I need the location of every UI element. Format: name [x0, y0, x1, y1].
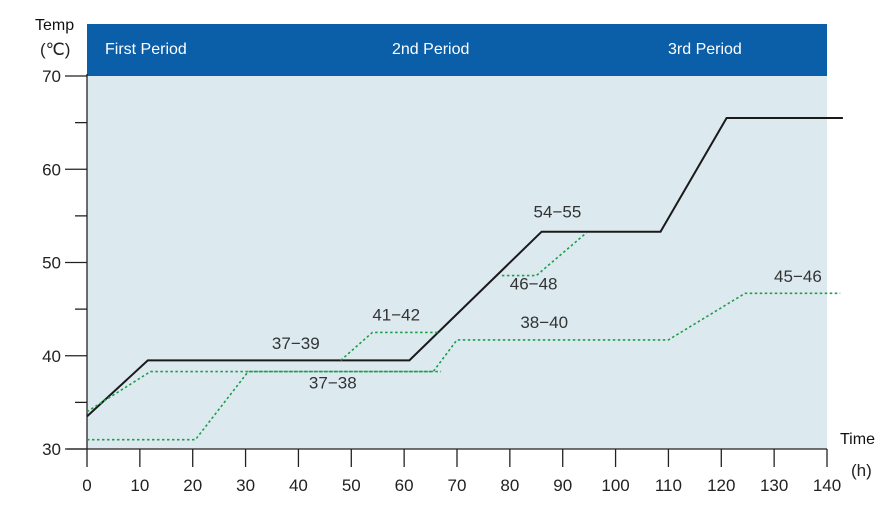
- period-label: 3rd Period: [668, 41, 742, 58]
- x-tick-label: 20: [183, 476, 202, 495]
- plot-background: [87, 76, 827, 449]
- x-tick-label: 120: [707, 476, 735, 495]
- dotted-series-line: [501, 232, 588, 277]
- x-tick-label: 0: [82, 476, 91, 495]
- period-header-band: [87, 24, 827, 76]
- range-annotation: 41−42: [372, 305, 420, 324]
- dotted-series-line: [86, 370, 442, 413]
- y-axis-title: Temp: [35, 17, 74, 34]
- y-tick-label: 70: [42, 67, 61, 86]
- range-annotation: 45−46: [774, 267, 822, 286]
- range-annotation: 54−55: [534, 203, 582, 222]
- range-annotation: 38−40: [520, 313, 568, 332]
- x-tick-label: 50: [342, 476, 361, 495]
- x-tick-label: 90: [553, 476, 572, 495]
- y-tick-label: 30: [42, 440, 61, 459]
- x-tick-label: 10: [130, 476, 149, 495]
- range-annotation: 37−38: [309, 373, 357, 392]
- x-tick-label: 140: [813, 476, 841, 495]
- period-label: 2nd Period: [392, 41, 469, 58]
- y-tick-label: 50: [42, 254, 61, 273]
- y-axis-unit: (℃): [40, 40, 70, 59]
- x-axis-unit: (h): [851, 461, 872, 480]
- dotted-series-line: [87, 292, 841, 441]
- solid-series-line: [86, 117, 843, 418]
- x-tick-label: 80: [500, 476, 519, 495]
- period-label: First Period: [105, 41, 187, 58]
- x-tick-label: 30: [236, 476, 255, 495]
- x-tick-label: 110: [655, 476, 682, 495]
- y-tick-label: 60: [42, 160, 61, 179]
- x-tick-label: 100: [601, 476, 629, 495]
- range-annotation: 37−39: [272, 334, 320, 353]
- dotted-series-line: [340, 331, 439, 361]
- x-tick-label: 70: [448, 476, 467, 495]
- y-tick-label: 40: [42, 347, 61, 366]
- x-tick-label: 130: [760, 476, 788, 495]
- x-axis-title: Time: [840, 431, 875, 448]
- x-tick-label: 40: [289, 476, 308, 495]
- range-annotation: 46−48: [510, 275, 558, 294]
- x-tick-label: 60: [395, 476, 414, 495]
